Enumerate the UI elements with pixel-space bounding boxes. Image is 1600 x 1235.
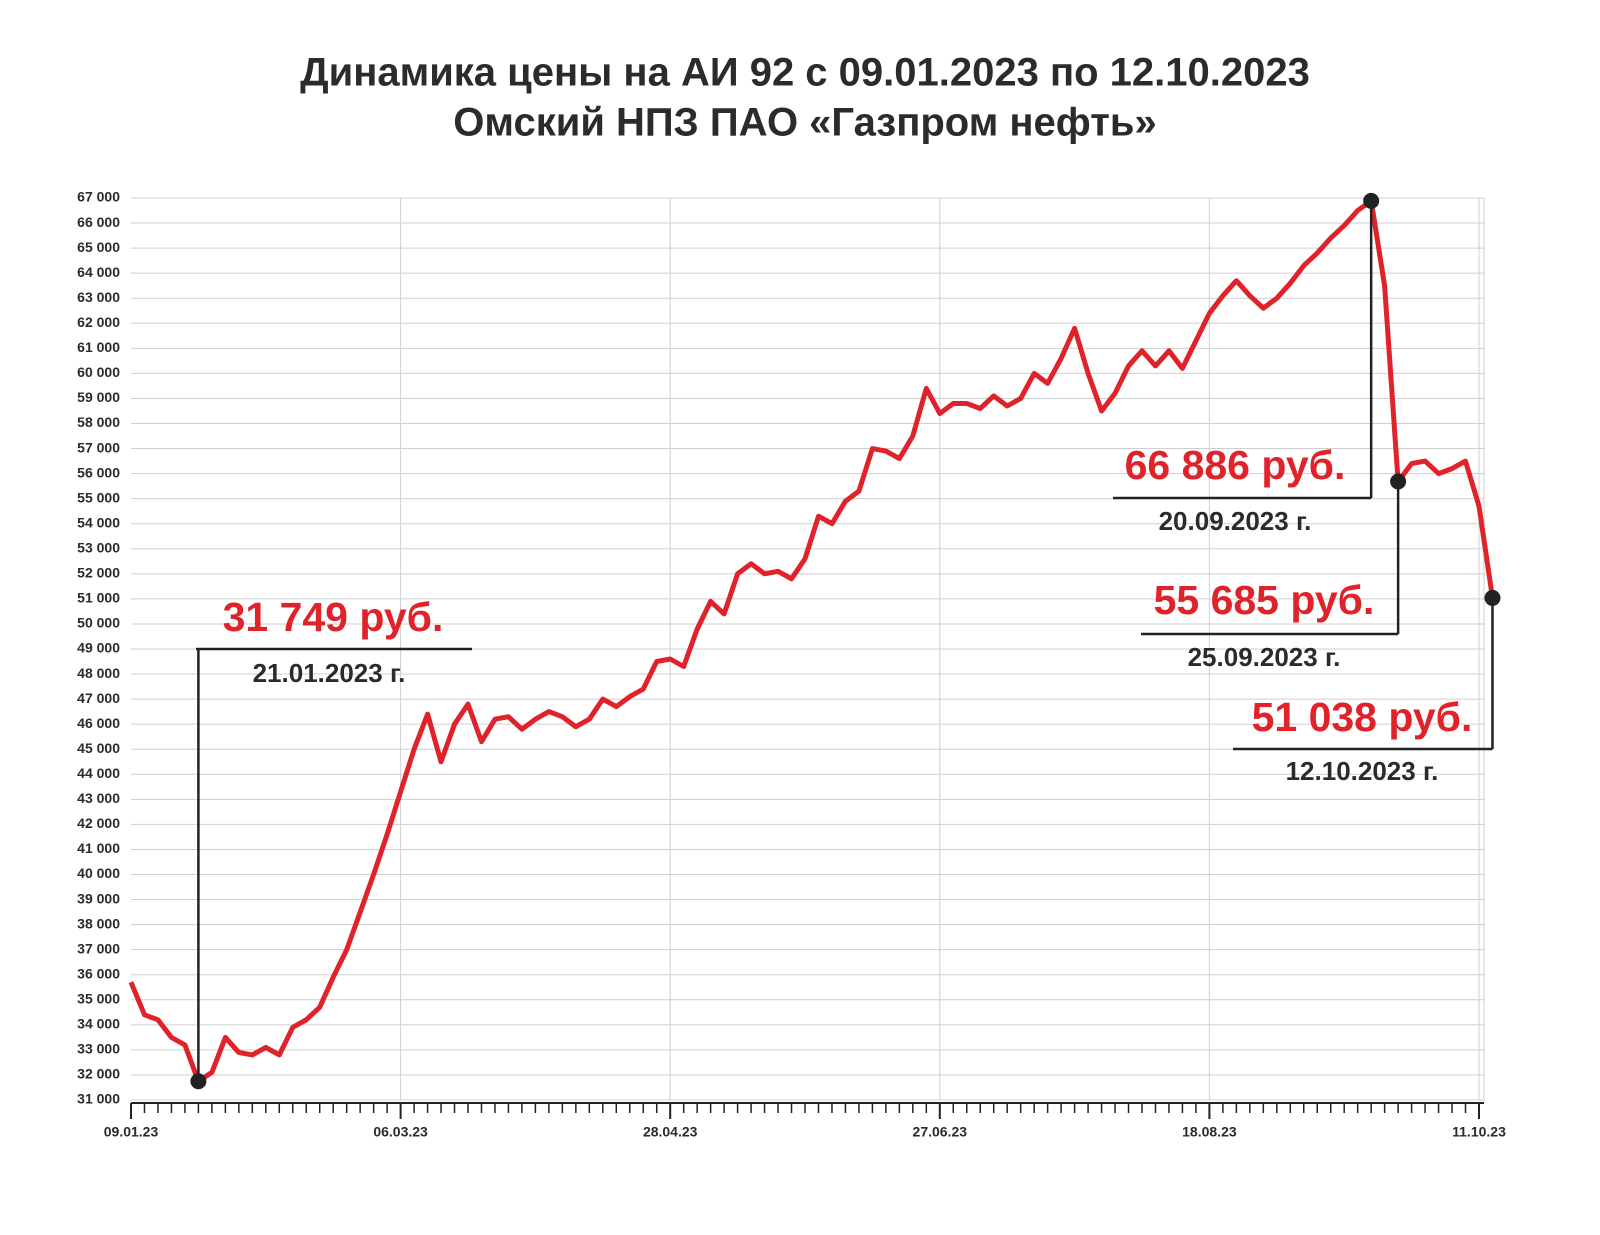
- x-tick-label: 09.01.23: [104, 1124, 159, 1140]
- y-tick-label: 35 000: [77, 990, 120, 1006]
- y-tick-label: 55 000: [77, 489, 120, 505]
- y-tick-label: 45 000: [77, 740, 120, 756]
- annotation-value: 66 886 руб.: [1125, 442, 1346, 488]
- y-tick-label: 31 000: [77, 1091, 120, 1107]
- annotation-date: 12.10.2023 г.: [1286, 756, 1439, 786]
- y-tick-label: 64 000: [77, 264, 120, 280]
- y-tick-label: 58 000: [77, 414, 120, 430]
- y-tick-label: 36 000: [77, 965, 120, 981]
- x-tick-label: 27.06.23: [913, 1124, 968, 1140]
- annotation-point: [190, 1073, 207, 1090]
- annotation-value: 51 038 руб.: [1252, 694, 1473, 740]
- annotation-date: 25.09.2023 г.: [1188, 642, 1341, 672]
- annotation-value: 31 749 руб.: [223, 594, 444, 640]
- y-tick-label: 53 000: [77, 539, 120, 555]
- y-tick-label: 62 000: [77, 314, 120, 330]
- price-line: [128, 198, 1495, 1084]
- y-tick-label: 67 000: [77, 189, 120, 205]
- y-tick-label: 49 000: [77, 640, 120, 656]
- annotation-value: 55 685 руб.: [1154, 577, 1375, 623]
- chart-title: Динамика цены на АИ 92 с 09.01.2023 по 1…: [300, 51, 1310, 95]
- y-tick-label: 56 000: [77, 464, 120, 480]
- y-tick-label: 46 000: [77, 715, 120, 731]
- y-tick-label: 40 000: [77, 865, 120, 881]
- y-tick-label: 39 000: [77, 890, 120, 906]
- x-tick-label: 28.04.23: [643, 1124, 698, 1140]
- y-tick-label: 59 000: [77, 389, 120, 405]
- y-tick-label: 41 000: [77, 840, 120, 856]
- y-tick-label: 52 000: [77, 565, 120, 581]
- y-tick-label: 63 000: [77, 289, 120, 305]
- y-tick-label: 47 000: [77, 690, 120, 706]
- y-tick-label: 61 000: [77, 339, 120, 355]
- y-tick-label: 60 000: [77, 364, 120, 380]
- chart-subtitle: Омский НПЗ ПАО «Газпром нефть»: [453, 101, 1156, 145]
- y-tick-label: 34 000: [77, 1016, 120, 1032]
- y-tick-label: 37 000: [77, 940, 120, 956]
- y-tick-label: 54 000: [77, 514, 120, 530]
- annotation-point: [1390, 473, 1407, 490]
- y-tick-label: 33 000: [77, 1041, 120, 1057]
- y-tick-label: 50 000: [77, 615, 120, 631]
- y-tick-label: 42 000: [77, 815, 120, 831]
- y-tick-label: 38 000: [77, 915, 120, 931]
- y-tick-label: 57 000: [77, 439, 120, 455]
- y-tick-label: 65 000: [77, 239, 120, 255]
- x-tick-label: 18.08.23: [1182, 1124, 1237, 1140]
- y-tick-label: 51 000: [77, 590, 120, 606]
- annotation-point: [1363, 192, 1380, 209]
- annotation-date: 21.01.2023 г.: [253, 658, 406, 688]
- y-tick-label: 43 000: [77, 790, 120, 806]
- x-tick-label: 06.03.23: [373, 1124, 428, 1140]
- y-tick-label: 48 000: [77, 665, 120, 681]
- x-tick-label: 11.10.23: [1452, 1124, 1506, 1140]
- annotation-date: 20.09.2023 г.: [1159, 506, 1312, 536]
- y-tick-label: 44 000: [77, 765, 120, 781]
- y-tick-label: 66 000: [77, 214, 120, 230]
- y-tick-label: 32 000: [77, 1066, 120, 1082]
- annotation-point: [1484, 589, 1501, 606]
